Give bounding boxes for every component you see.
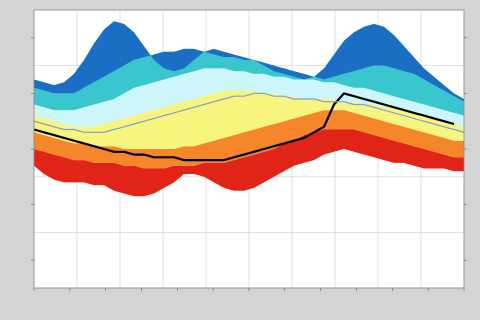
series-line-black xyxy=(33,92,455,162)
band-red xyxy=(34,129,464,197)
band-cyan xyxy=(34,48,464,116)
band-blue xyxy=(34,21,464,102)
series-line-median xyxy=(33,92,465,133)
band-yellow xyxy=(34,90,464,149)
band-light-cyan xyxy=(34,68,464,127)
